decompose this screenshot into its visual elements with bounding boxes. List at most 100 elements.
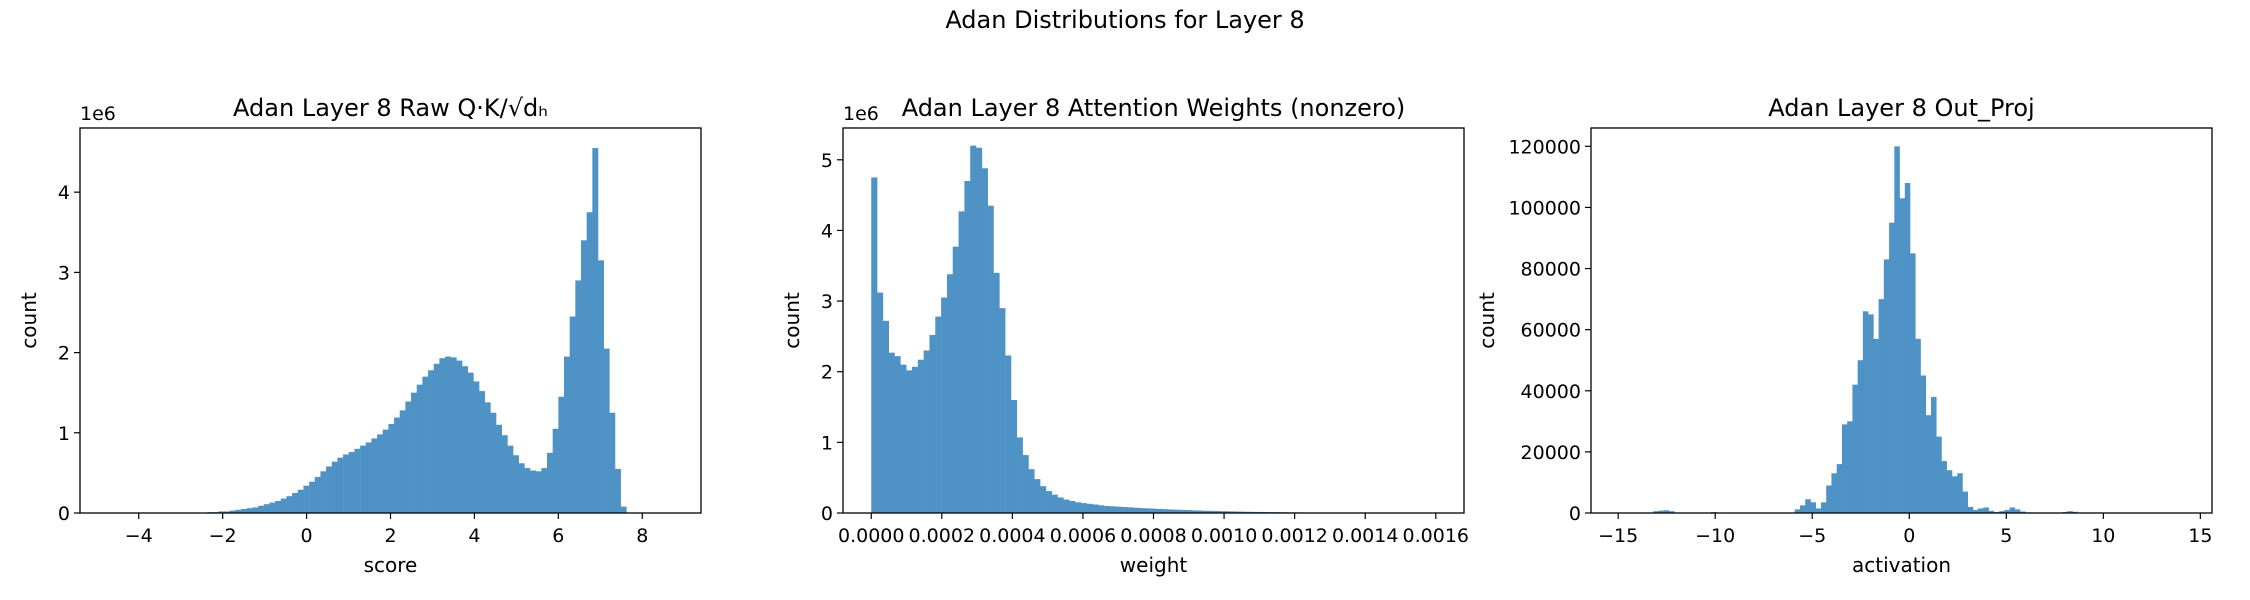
histogram-bar [365,442,372,513]
histogram-bar [1162,509,1169,513]
histogram-bar [964,180,971,514]
y-tick-label: 1 [58,423,70,445]
histogram-bar [1104,505,1111,513]
histogram-bar [1931,396,1937,513]
histogram-bar [1669,511,1675,513]
y-tick-label: 3 [821,291,833,313]
histogram-bar [987,205,994,513]
histogram-bar [411,392,418,513]
histogram-bar [1899,198,1906,513]
x-tick-label: 0.0014 [1332,525,1398,547]
y-tick-label: 0 [1569,503,1581,525]
histogram-bar [337,457,344,513]
histogram-bar [993,272,1000,513]
x-tick-label: −5 [1798,525,1826,547]
histogram-bar [1063,499,1070,513]
histogram-bar [1010,399,1018,513]
histogram-bar [1873,338,1879,513]
histogram-bar [929,334,936,513]
y-tick-label: 4 [821,220,833,242]
y-tick-label: 100000 [1508,197,1581,219]
x-tick-label: 0.0016 [1403,525,1469,547]
histogram-bar [1226,511,1233,513]
histogram-bar [354,448,361,513]
histogram-bar [575,280,582,513]
chart-panel-1: −4 −2 0 2 4 6 8 0 1 2 3 4 Adan Layer 8 Raw Q·K/√dₕ sc… [17,94,702,577]
histogram-bar [280,498,287,513]
histogram-bar [445,356,452,513]
histogram-bar [2004,509,2010,513]
histogram-bar [1810,502,1817,513]
x-tick-label: 0.0010 [1191,525,1257,547]
histogram-bar [1826,485,1832,513]
histogram-bar [1815,508,1822,513]
y-tick-label: 1 [821,432,833,454]
histogram-bar [935,316,942,513]
y-offset-label: 1e6 [80,103,116,125]
histogram-bar [535,471,542,513]
x-axis-label: score [364,553,418,577]
histogram-bar [246,508,253,513]
histogram-bar [286,496,293,513]
histogram-bar [320,471,327,513]
histogram-bar [1156,508,1163,513]
histogram-bar [1150,508,1157,513]
histogram-bar [609,412,616,513]
histogram-bar [258,505,265,513]
histogram-bar [1852,384,1858,513]
histogram-bar [1191,510,1198,513]
histogram-bar [614,468,621,513]
histogram-bar [1800,505,1806,513]
histogram-bar [1115,506,1122,513]
histogram-bar [439,358,446,513]
histogram-bar [1794,509,1801,513]
histogram-bar [2014,509,2021,513]
histogram-bar [388,423,395,513]
figure-title: Adan Distributions for Layer 8 [945,6,1305,34]
histogram-bar [1894,146,1900,513]
histogram-bar [1868,314,1874,513]
y-tick-label: 2 [821,362,833,384]
histogram-bar [1878,299,1885,513]
x-tick-label: −10 [1695,525,1735,547]
histogram-bar [1185,510,1192,513]
y-axis-label: count [780,292,804,349]
histogram-bar [603,348,610,513]
histogram-bar [496,424,502,513]
x-tick-label: 0 [301,525,313,547]
histogram-bar [297,489,304,513]
histogram-bar [1978,508,1984,513]
histogram-bar [1653,511,1659,513]
histogram-bar [970,145,977,513]
histogram-bar [1092,504,1099,513]
histogram-bar [1820,502,1827,513]
x-tick-label: 0.0002 [909,525,975,547]
histogram-bar [1220,511,1227,513]
histogram-bar [235,509,242,513]
chart-panel-2: 0.0000 0.0002 0.0004 0.0006 0.0008 0.0010 0.00… [780,94,1469,577]
histogram-bar [1069,500,1076,513]
histogram-bar [1847,421,1853,513]
histogram-bar [416,384,423,513]
histogram-bar [541,468,548,513]
histogram-bar [275,500,282,513]
histogram-bar [877,292,884,513]
y-tick-label: 40000 [1521,381,1581,403]
histogram-bar [1197,510,1204,513]
histogram-bar [530,470,536,513]
y-tick-label: 20000 [1521,442,1581,464]
axes-frame [1590,127,2213,514]
histogram-bar [1051,494,1058,513]
histogram-bar [1957,473,1963,513]
histogram-bar [1045,491,1052,513]
y-tick-label: 80000 [1521,259,1581,281]
histogram-bar [1988,510,1995,513]
y-tick-label: 60000 [1521,320,1581,342]
histogram-bar [1057,497,1064,513]
y-axis-label: count [17,292,41,349]
histogram-bar [569,316,576,513]
x-tick-label: −2 [209,525,237,547]
histogram-bar [1139,508,1146,513]
histogram-bar [911,366,919,513]
